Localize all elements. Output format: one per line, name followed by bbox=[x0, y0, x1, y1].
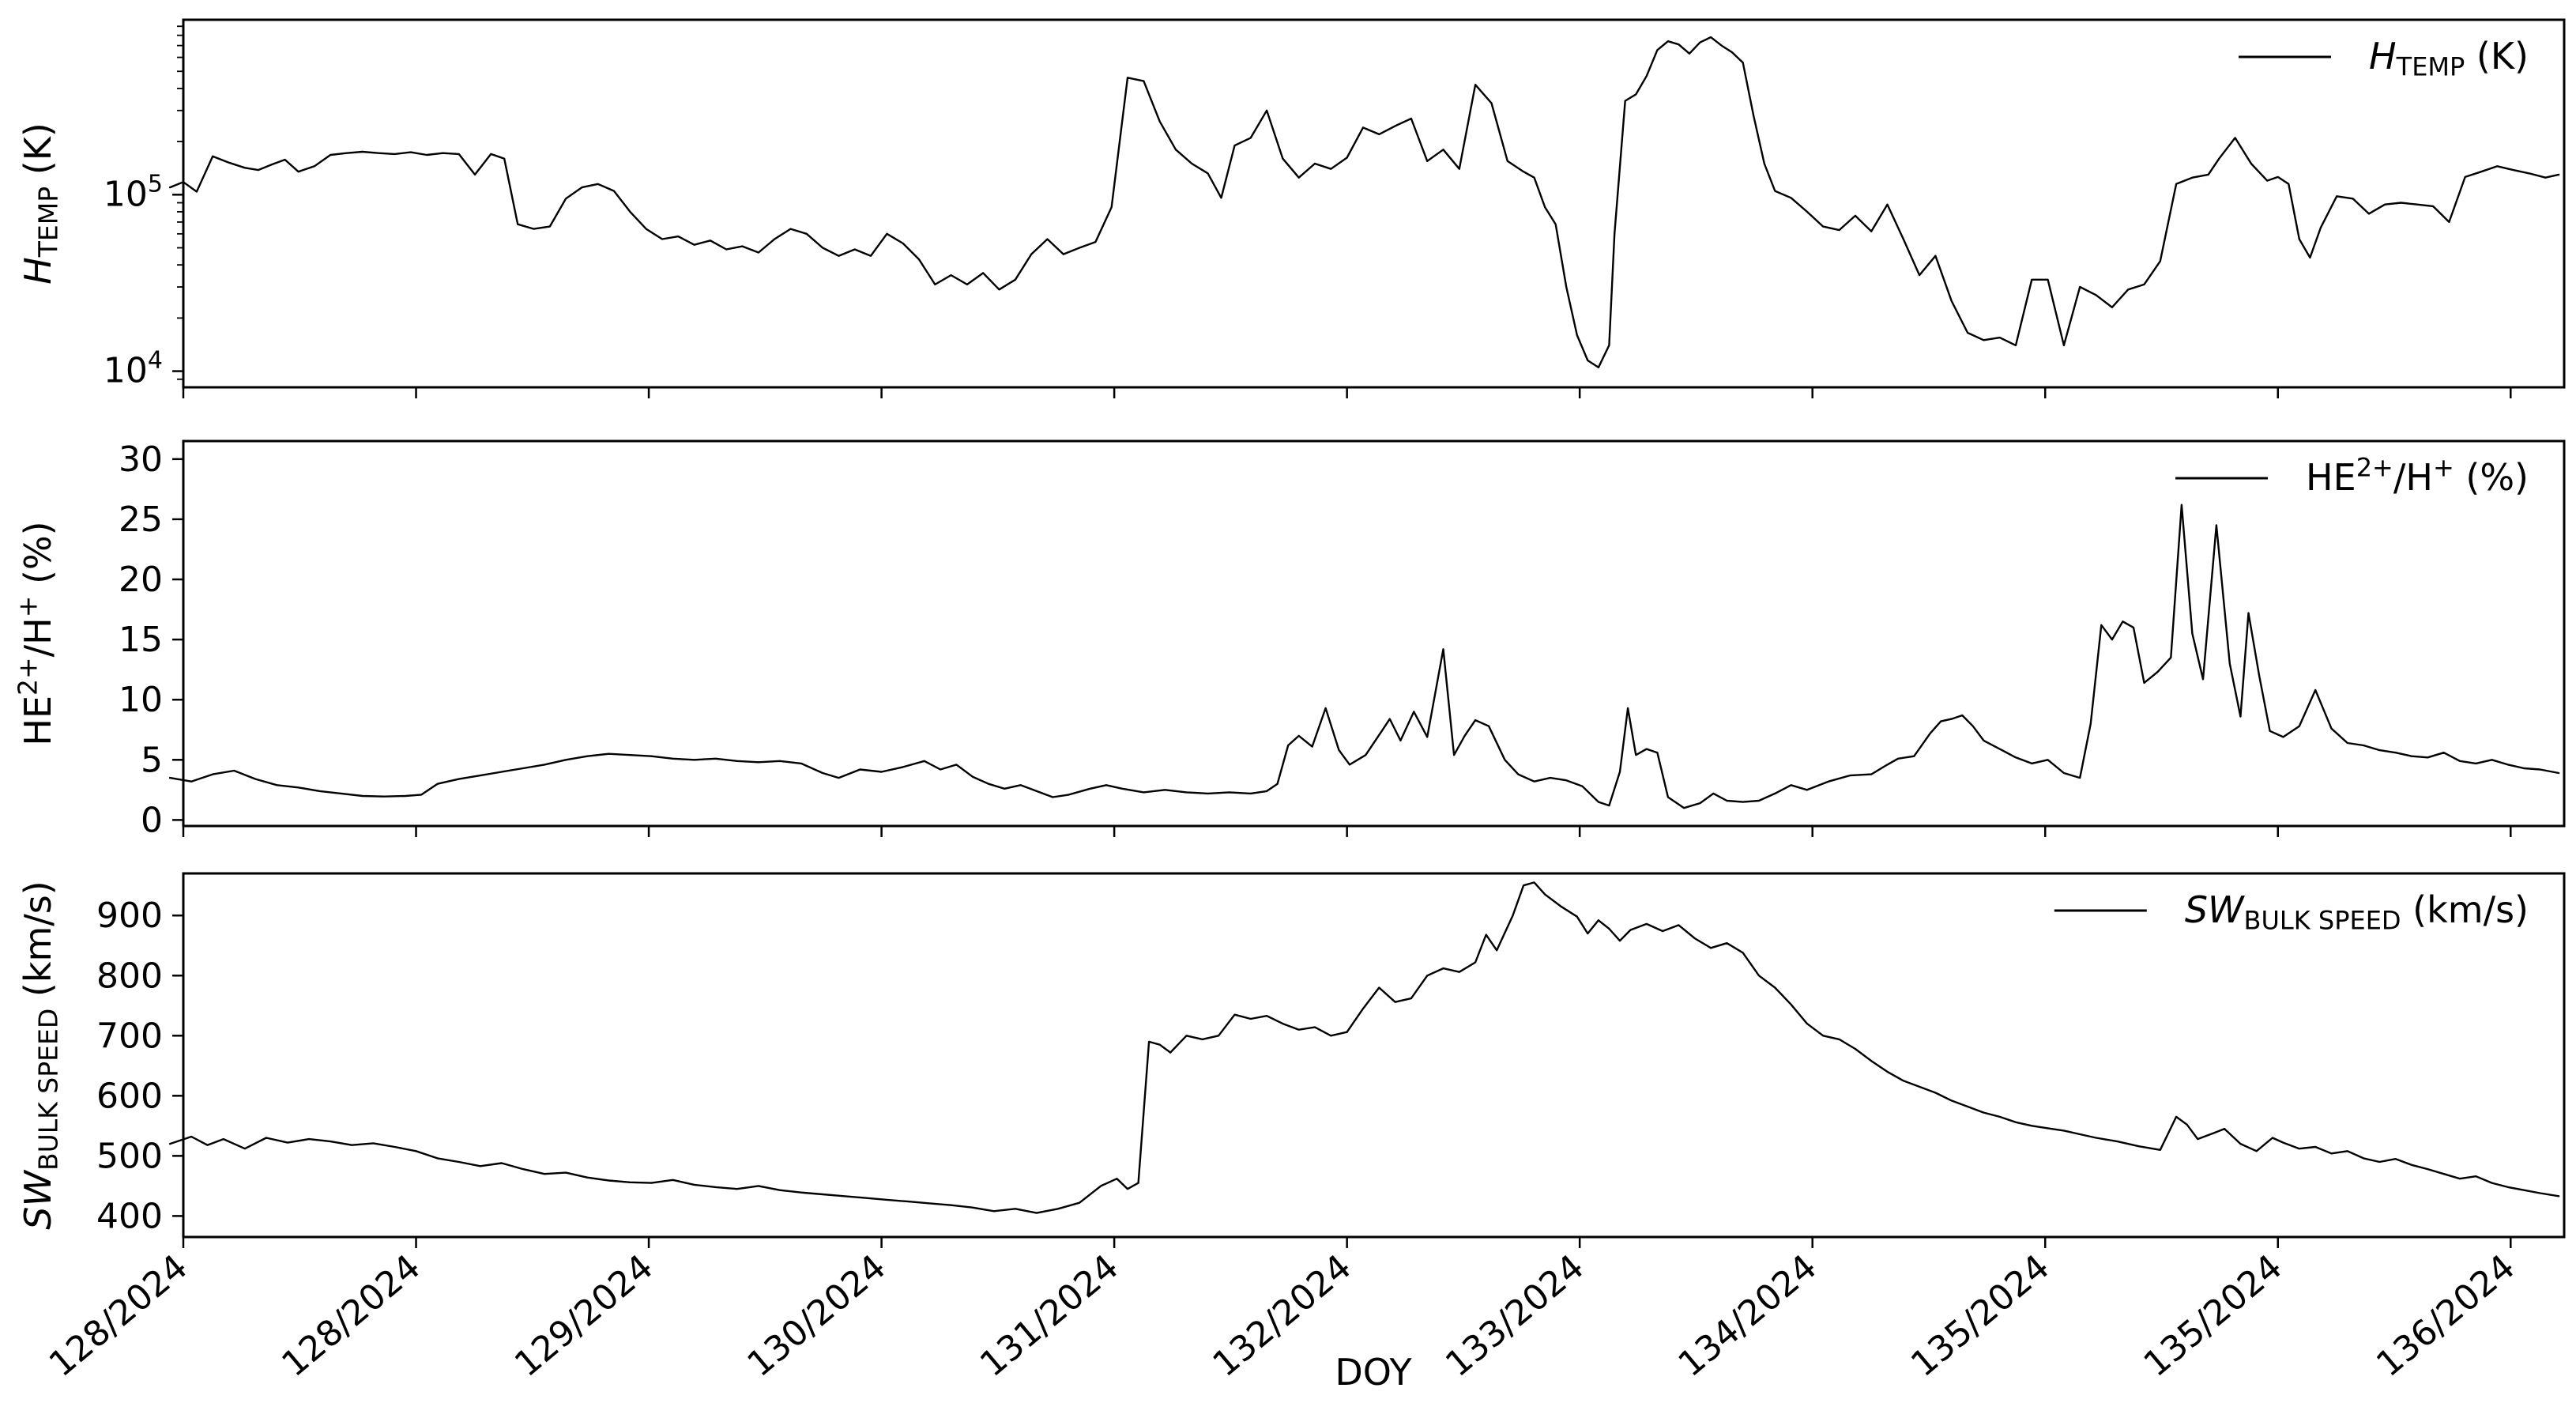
panel-h-temp: 104 105 HTEMP (K) HTEMP (K) bbox=[17, 18, 2566, 398]
h-temp-axes-box bbox=[182, 18, 2566, 389]
he-ratio-ylabel: HE2+/H+ (%) bbox=[13, 521, 60, 745]
h-temp-line bbox=[168, 36, 2560, 368]
y-tick-label: 400 bbox=[96, 1196, 163, 1236]
y-tick-label: 105 bbox=[104, 170, 163, 214]
x-tick-label: 130/2024 bbox=[740, 1246, 893, 1385]
y-tick-label: 30 bbox=[119, 439, 163, 480]
y-tick-label: 500 bbox=[96, 1136, 163, 1176]
y-tick-label: 25 bbox=[119, 500, 163, 540]
h-temp-ylabel: HTEMP (K) bbox=[17, 123, 63, 285]
x-tick-label: 136/2024 bbox=[2369, 1246, 2522, 1385]
x-tick-label: 131/2024 bbox=[973, 1246, 1126, 1385]
x-tick-label: 128/2024 bbox=[42, 1246, 195, 1385]
sw-speed-ylabel: SWBULK SPEED (km/s) bbox=[17, 881, 63, 1229]
y-tick-label: 0 bbox=[141, 800, 163, 840]
sw-speed-line bbox=[168, 881, 2560, 1214]
panel-sw-speed: 400 500 600 700 800 900 SWBULK SPEED (km/s) SWB… bbox=[17, 872, 2566, 1385]
y-tick-label: 900 bbox=[96, 896, 163, 936]
x-tick-label: 129/2024 bbox=[507, 1246, 661, 1385]
x-tick-label: 133/2024 bbox=[1438, 1246, 1591, 1385]
y-tick-label: 700 bbox=[96, 1016, 163, 1056]
he-ratio-line bbox=[168, 503, 2560, 809]
y-tick-label: 800 bbox=[96, 956, 163, 996]
x-axis-title: DOY bbox=[1335, 1351, 1412, 1394]
panel-he-ratio: 0 5 10 15 20 25 30 HE2+/H+ (%) HE2+/H+ (%) bbox=[13, 439, 2566, 840]
x-tick-label: 128/2024 bbox=[274, 1246, 427, 1385]
h-temp-legend-label: HTEMP (K) bbox=[2369, 35, 2529, 81]
y-tick-label: 600 bbox=[96, 1076, 163, 1116]
y-tick-label: 5 bbox=[141, 740, 163, 780]
x-tick-label: 135/2024 bbox=[1904, 1246, 2057, 1385]
x-tick-label: 135/2024 bbox=[2137, 1246, 2290, 1385]
y-tick-label: 20 bbox=[119, 560, 163, 600]
sw-speed-axes-box bbox=[182, 872, 2566, 1239]
y-tick-label: 10 bbox=[119, 680, 163, 720]
he-ratio-legend-label: HE2+/H+ (%) bbox=[2306, 453, 2529, 500]
he-ratio-axes-box bbox=[182, 439, 2566, 828]
y-tick-label: 15 bbox=[119, 620, 163, 660]
x-tick-label: 134/2024 bbox=[1671, 1246, 1825, 1385]
y-tick-label: 104 bbox=[104, 347, 163, 391]
sw-speed-legend-label: SWBULK SPEED (km/s) bbox=[2185, 888, 2529, 935]
